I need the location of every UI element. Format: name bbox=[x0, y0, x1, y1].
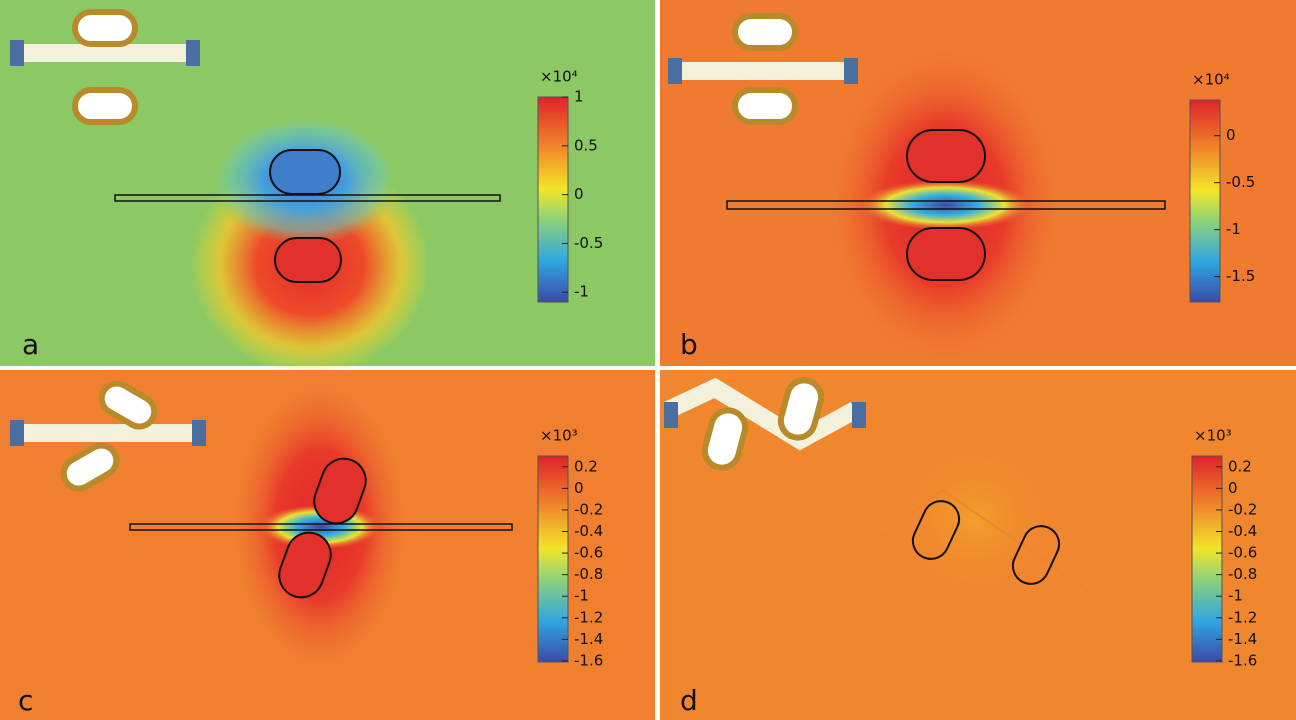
colorbar bbox=[538, 456, 568, 662]
colorbar-tick-label: -0.8 bbox=[574, 565, 603, 583]
colorbar-tick-label: 1 bbox=[574, 88, 584, 106]
colorbar-tick-label: -1 bbox=[1228, 587, 1243, 605]
colorbar-tick-label: -0.2 bbox=[574, 500, 603, 518]
colorbar-tick-label: -0.4 bbox=[1228, 522, 1257, 540]
colorbar-tick-label: 0 bbox=[574, 185, 584, 203]
colorbar-tick-label: -1.6 bbox=[574, 651, 603, 669]
colorbar-tick-label: -0.8 bbox=[1228, 565, 1257, 583]
colorbar-tick-label: 0 bbox=[574, 479, 584, 497]
colorbar-scale: ×10⁴ bbox=[1192, 71, 1230, 89]
colorbar-tick-label: -1.2 bbox=[574, 608, 603, 626]
colorbar-tick-label: -0.5 bbox=[1226, 173, 1255, 191]
colorbar bbox=[538, 97, 568, 302]
colorbar bbox=[1190, 100, 1220, 302]
colorbar-tick-label: -1.4 bbox=[574, 630, 603, 648]
colorbar-tick-label: -1.4 bbox=[1228, 630, 1257, 648]
colorbar-tick-label: -0.6 bbox=[1228, 544, 1257, 562]
colorbar-tick-label: -1 bbox=[574, 587, 589, 605]
colorbar-tick-label: -0.5 bbox=[574, 234, 603, 252]
colorbar-tick-label: 0.5 bbox=[574, 136, 598, 154]
colorbar-tick-label: -1 bbox=[574, 283, 589, 301]
panel-label: a bbox=[22, 328, 39, 361]
colorbar-scale: ×10⁴ bbox=[540, 68, 578, 86]
colorbar-scale: ×10³ bbox=[540, 427, 578, 445]
colorbar-tick-label: -1.2 bbox=[1228, 608, 1257, 626]
figure: a ×10⁴ 1 0.5 0 -0.5 -1 b ×10⁴ 0 -0.5 -1 -1.5 c ×10³ 0.2… bbox=[0, 0, 1296, 720]
colorbar-tick-label: -1.5 bbox=[1226, 267, 1255, 285]
colorbar-tick-label: -0.2 bbox=[1228, 500, 1257, 518]
colorbar-tick-label: 0.2 bbox=[1228, 457, 1252, 475]
panel-label: b bbox=[680, 328, 698, 361]
colorbar-tick-label: -1.6 bbox=[1228, 651, 1257, 669]
colorbar-tick-label: 0.2 bbox=[574, 457, 598, 475]
panel-label: c bbox=[18, 684, 33, 717]
colorbar-tick-label: -0.4 bbox=[574, 522, 603, 540]
colorbar-tick-label: -1 bbox=[1226, 220, 1241, 238]
colorbar-scale: ×10³ bbox=[1194, 427, 1232, 445]
colorbar-tick-label: 0 bbox=[1228, 479, 1238, 497]
colorbar bbox=[1192, 456, 1222, 662]
colorbar-tick-label: -0.6 bbox=[574, 544, 603, 562]
colorbar-tick-label: 0 bbox=[1226, 126, 1236, 144]
panel-label: d bbox=[680, 684, 698, 717]
